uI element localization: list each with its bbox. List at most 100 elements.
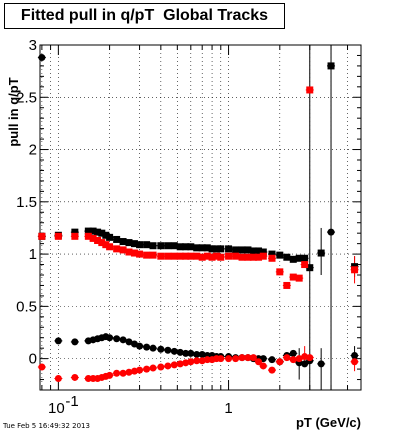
square-marker — [232, 252, 240, 260]
circle-marker — [176, 348, 184, 356]
circle-marker — [54, 375, 62, 382]
square-marker — [94, 237, 102, 244]
circle-marker — [170, 347, 178, 355]
circle-marker — [136, 366, 144, 374]
square-marker — [170, 242, 178, 250]
square-marker — [198, 253, 206, 261]
y-axis-title: pull in q/pT — [6, 77, 21, 146]
circle-marker — [71, 338, 79, 346]
circle-marker — [182, 349, 190, 357]
square-marker — [157, 252, 165, 260]
circle-marker — [276, 358, 284, 366]
square-marker — [203, 244, 211, 252]
square-marker — [259, 248, 267, 256]
square-marker — [187, 243, 195, 251]
square-marker — [136, 241, 144, 249]
square-marker — [306, 264, 314, 272]
square-marker — [213, 252, 221, 260]
square-marker — [259, 252, 267, 260]
circle-marker — [301, 360, 309, 368]
square-marker — [289, 255, 297, 263]
circle-marker — [295, 355, 303, 363]
circle-marker — [289, 356, 297, 364]
circle-marker — [193, 350, 201, 358]
square-marker — [317, 249, 325, 257]
circle-marker — [176, 360, 184, 368]
circle-marker — [71, 373, 79, 381]
circle-marker — [283, 354, 291, 362]
y-tick-label: 3 — [29, 37, 37, 54]
square-marker — [225, 245, 233, 253]
circle-marker — [225, 355, 233, 363]
square-marker — [295, 274, 303, 282]
circle-marker — [238, 354, 246, 362]
circle-marker — [255, 358, 263, 366]
square-marker — [268, 250, 276, 258]
circle-marker — [327, 228, 335, 236]
square-marker — [102, 241, 110, 249]
circle-marker — [268, 356, 276, 364]
chart-title-box: Fitted pull in q/pT Global Tracks — [4, 3, 285, 29]
square-marker — [98, 239, 106, 247]
square-marker — [268, 254, 276, 262]
timestamp: Tue Feb 5 16:49:32 2013 — [2, 422, 90, 430]
square-marker — [176, 252, 184, 260]
square-marker — [327, 62, 335, 70]
square-marker — [113, 235, 121, 243]
y-tick-label: 1.5 — [16, 194, 37, 211]
circle-marker — [136, 342, 144, 350]
square-marker — [306, 86, 314, 94]
square-marker — [106, 233, 114, 241]
square-marker — [143, 251, 151, 259]
circle-marker — [143, 365, 151, 373]
square-marker — [255, 247, 263, 255]
circle-marker — [306, 354, 314, 362]
square-marker — [71, 232, 79, 240]
x-tick-label: 10 — [48, 400, 65, 417]
square-marker — [225, 252, 233, 260]
circle-marker — [164, 362, 172, 370]
square-marker — [301, 261, 309, 269]
square-marker — [203, 252, 211, 260]
square-marker — [143, 241, 151, 249]
y-tick-label: 0.5 — [16, 298, 37, 315]
error-bars — [37, 45, 359, 390]
square-marker — [130, 240, 138, 248]
circle-marker — [106, 334, 114, 342]
circle-marker — [106, 371, 114, 379]
square-marker — [164, 252, 172, 260]
square-marker — [217, 253, 225, 261]
square-marker — [113, 245, 121, 253]
circle-marker — [268, 366, 276, 374]
square-marker — [164, 242, 172, 250]
square-marker — [102, 231, 110, 239]
y-tick-label: 2 — [29, 142, 37, 159]
circle-marker — [149, 344, 157, 352]
square-marker — [244, 253, 252, 261]
circle-marker — [244, 354, 252, 362]
x-axis-title: pT (GeV/c) — [296, 415, 361, 430]
y-tick-label: 2.5 — [16, 89, 37, 106]
circle-marker — [113, 369, 121, 377]
square-marker — [187, 252, 195, 260]
circle-marker — [259, 362, 267, 370]
square-marker — [125, 239, 133, 247]
circle-marker — [149, 364, 157, 372]
square-marker — [182, 243, 190, 251]
square-marker — [289, 273, 297, 281]
square-marker — [119, 238, 127, 246]
square-marker — [170, 252, 178, 260]
square-marker — [217, 245, 225, 253]
square-marker — [283, 281, 291, 289]
square-marker — [238, 253, 246, 261]
square-marker — [54, 232, 62, 240]
circle-marker — [351, 358, 359, 366]
circle-marker — [125, 338, 133, 346]
circle-marker — [38, 363, 46, 371]
square-marker — [130, 249, 138, 257]
square-marker — [301, 254, 309, 262]
square-marker — [244, 246, 252, 254]
square-marker — [84, 227, 92, 235]
y-tick-label: 0 — [29, 351, 37, 368]
circle-marker — [164, 346, 172, 354]
